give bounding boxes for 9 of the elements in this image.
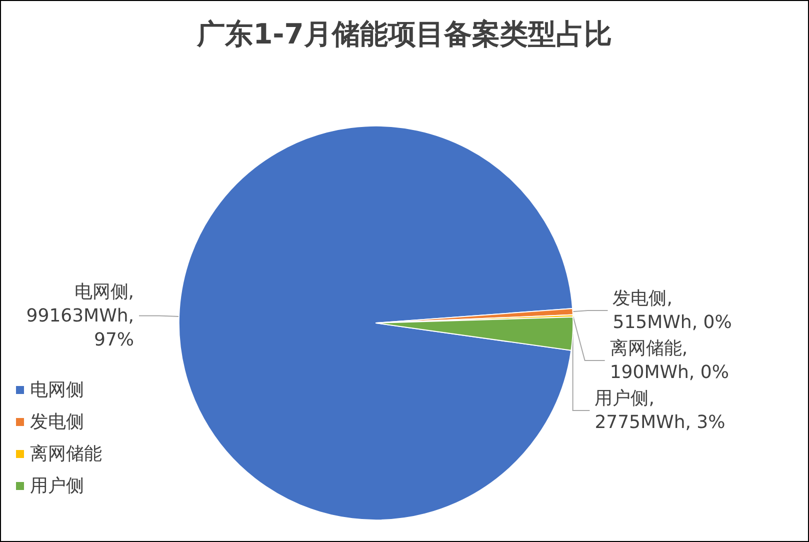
data-label: 发电侧, 515MWh, 0% bbox=[612, 288, 732, 333]
data-label: 电网侧, 99163MWh, 97% bbox=[26, 281, 134, 350]
data-label: 用户侧, 2775MWh, 3% bbox=[594, 388, 726, 433]
legend-label: 电网侧 bbox=[30, 380, 84, 400]
chart-title: 广东1-7月储能项目备案类型占比 bbox=[196, 18, 612, 50]
legend-label: 用户侧 bbox=[30, 476, 84, 496]
legend-label: 离网储能 bbox=[30, 444, 102, 464]
legend-label: 发电侧 bbox=[30, 412, 84, 432]
data-label: 离网储能, 190MWh, 0% bbox=[610, 338, 729, 383]
